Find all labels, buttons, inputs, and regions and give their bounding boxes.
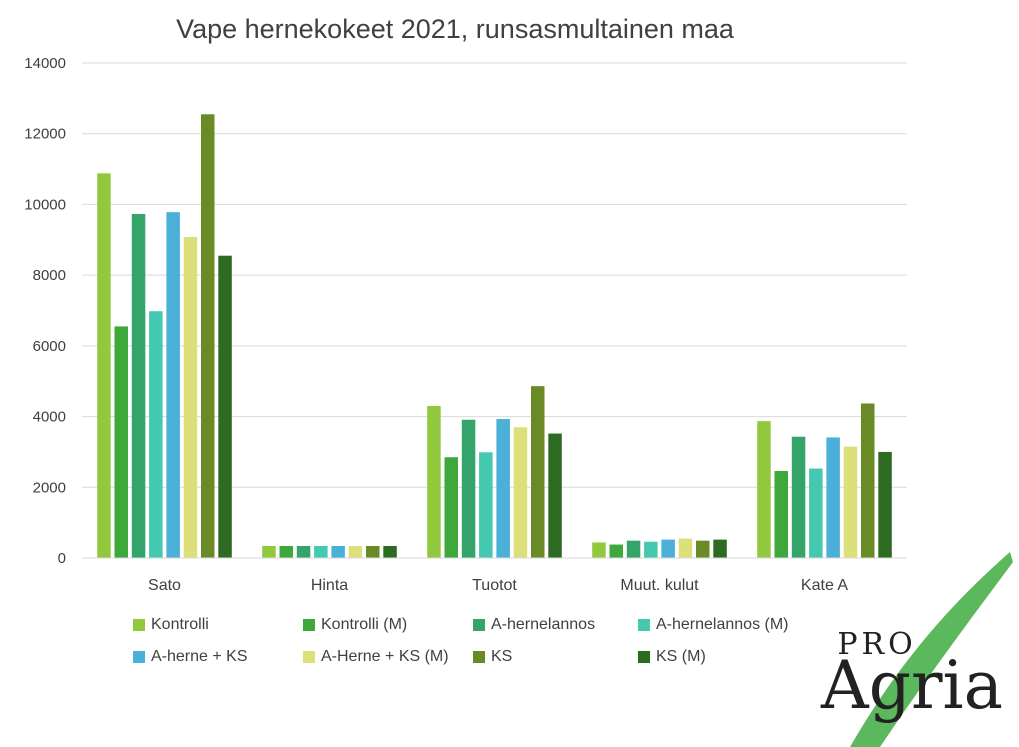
legend-swatch	[303, 619, 315, 631]
bar	[713, 539, 727, 558]
bar	[548, 433, 562, 558]
bar	[296, 545, 311, 558]
y-tick-label: 0	[58, 550, 66, 567]
y-tick-label: 12000	[24, 126, 66, 143]
bar	[97, 173, 111, 559]
x-axis-ticks: Sato Hinta Tuotot Muut. kulut Kate A	[148, 577, 848, 594]
x-tick-label: Hinta	[311, 577, 348, 594]
logo-text-agria: Agria	[820, 647, 1003, 724]
bar	[626, 540, 641, 558]
y-tick-label: 10000	[24, 196, 66, 213]
y-tick-label: 2000	[33, 479, 66, 496]
logo-swoosh-icon	[850, 552, 1013, 747]
bar	[114, 326, 128, 558]
bar	[592, 542, 606, 558]
legend-item: Kontrolli	[133, 616, 303, 634]
legend-item: A-herne + KS	[133, 648, 303, 666]
logo-text-pro: PRO	[837, 627, 916, 662]
legend-item: A-hernelannos	[473, 616, 638, 634]
legend-item: A-Herne + KS (M)	[303, 648, 473, 666]
bar	[774, 471, 788, 558]
legend-swatch	[303, 651, 315, 663]
bar	[809, 468, 823, 558]
bar	[531, 386, 545, 558]
bar	[861, 403, 875, 558]
x-tick-label: Muut. kulut	[620, 577, 699, 594]
legend-label: A-Herne + KS (M)	[321, 648, 449, 665]
x-tick-label: Tuotot	[472, 577, 517, 594]
bar	[678, 538, 693, 558]
legend-item: KS (M)	[638, 648, 833, 666]
legend-swatch	[638, 619, 650, 631]
y-tick-label: 8000	[33, 267, 66, 284]
y-tick-label: 6000	[33, 338, 66, 355]
y-tick-label: 14000	[24, 55, 66, 72]
legend-label: Kontrolli (M)	[321, 616, 408, 633]
bar	[366, 545, 380, 558]
bar	[843, 446, 858, 558]
bar	[757, 421, 771, 558]
bar	[183, 236, 198, 558]
chart-title: Vape hernekokeet 2021, runsasmultainen m…	[176, 14, 734, 44]
bar	[201, 114, 215, 559]
bar	[479, 452, 493, 558]
bar	[496, 419, 510, 558]
legend-swatch	[473, 651, 485, 663]
legend-swatch	[133, 651, 145, 663]
bar	[513, 427, 528, 558]
bar	[314, 545, 328, 558]
legend-label: KS (M)	[656, 648, 706, 665]
bar	[262, 545, 276, 558]
legend-swatch	[473, 619, 485, 631]
bar	[427, 405, 441, 558]
legend-label: A-herne + KS	[151, 648, 248, 665]
bar	[383, 545, 397, 558]
bar	[644, 541, 658, 558]
bar	[661, 539, 675, 558]
bar	[131, 213, 146, 558]
legend-label: A-hernelannos (M)	[656, 616, 789, 633]
bars	[97, 114, 892, 559]
y-tick-label: 4000	[33, 409, 66, 426]
legend-label: Kontrolli	[151, 616, 209, 633]
bar	[791, 436, 806, 558]
x-tick-label: Sato	[148, 577, 181, 594]
legend: Kontrolli Kontrolli (M) A-hernelannos A-her…	[133, 616, 833, 666]
bar	[218, 255, 232, 559]
y-axis-ticks: 0 2000 4000 6000 8000 10000 12000 14000	[24, 55, 66, 567]
bar	[348, 545, 363, 558]
legend-label: A-hernelannos	[491, 616, 596, 633]
bar	[444, 457, 458, 558]
bar	[149, 311, 163, 558]
legend-label: KS	[491, 648, 513, 665]
bar	[696, 540, 710, 558]
bar	[609, 544, 623, 558]
legend-swatch	[638, 651, 650, 663]
bar	[826, 437, 840, 558]
bar	[331, 545, 345, 558]
bar	[878, 451, 892, 558]
legend-item: A-hernelannos (M)	[638, 616, 833, 634]
legend-item: KS	[473, 648, 638, 666]
legend-swatch	[133, 619, 145, 631]
bar	[279, 545, 293, 558]
bar	[461, 419, 476, 558]
x-tick-label: Kate A	[801, 577, 848, 594]
legend-item: Kontrolli (M)	[303, 616, 473, 634]
bar	[166, 212, 180, 558]
